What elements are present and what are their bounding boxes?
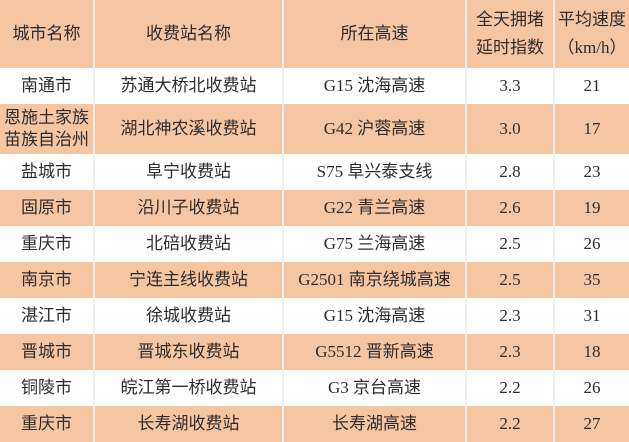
cell-city: 南通市 [0,68,95,104]
cell-station: 长寿湖收费站 [95,406,284,442]
cell-congestion-index: 2.5 [467,226,555,262]
cell-highway: G2501 南京绕城高速 [284,262,467,298]
table-row: 重庆市 长寿湖收费站 长寿湖高速 2.2 27 [0,406,629,442]
table-row: 盐城市 阜宁收费站 S75 阜兴泰支线 2.8 23 [0,154,629,190]
cell-city: 晋城市 [0,334,95,370]
cell-avg-speed: 26 [583,377,601,397]
cell-avg-speed: 17 [583,118,601,138]
cell-highway: G15 沈海高速 [284,68,467,104]
cell-highway: S75 阜兴泰支线 [284,154,467,190]
cell-city: 铜陵市 [0,370,95,406]
cell-avg-speed: 27 [583,413,601,433]
cell-congestion-index: 2.2 [467,370,555,406]
cell-city: 恩施土家族苗族自治州 [0,104,95,154]
cell-station: 北碚收费站 [95,226,284,262]
table-row: 南京市 宁连主线收费站 G2501 南京绕城高速 2.5 35 [0,262,629,298]
cell-station: 沿川子收费站 [95,190,284,226]
header-city: 城市名称 [0,0,95,68]
header-avg-speed-line2: （km/h） [557,38,627,57]
cell-avg-speed: 23 [583,161,601,181]
header-avg-speed-line1: 平均速度 [558,10,626,29]
table-row: 恩施土家族苗族自治州 湖北神农溪收费站 G42 沪蓉高速 3.0 17 [0,104,629,154]
header-congestion-index: 全天拥堵 延时指数 [467,0,555,68]
table-row: 晋城市 晋城东收费站 G5512 晋新高速 2.3 18 [0,334,629,370]
cell-congestion-index: 2.8 [467,154,555,190]
header-highway: 所在高速 [284,0,467,68]
cell-congestion-index: 2.2 [467,406,555,442]
cell-highway: G5512 晋新高速 [284,334,467,370]
cell-avg-speed: 18 [583,341,601,361]
cell-highway: G22 青兰高速 [284,190,467,226]
cell-station: 阜宁收费站 [95,154,284,190]
table-row: 湛江市 徐城收费站 G15 沈海高速 2.3 31 [0,298,629,334]
cell-station: 苏通大桥北收费站 [95,68,284,104]
cell-congestion-index: 2.6 [467,190,555,226]
cell-city: 南京市 [0,262,95,298]
cell-city: 重庆市 [0,226,95,262]
cell-station: 徐城收费站 [95,298,284,334]
table-row: 南通市 苏通大桥北收费站 G15 沈海高速 3.3 21 [0,68,629,104]
cell-city: 盐城市 [0,154,95,190]
cell-station: 宁连主线收费站 [95,262,284,298]
cell-avg-speed: 26 [583,233,601,253]
cell-highway: G42 沪蓉高速 [284,104,467,154]
header-station: 收费站名称 [95,0,284,68]
cell-congestion-index: 3.0 [467,104,555,154]
cell-station: 湖北神农溪收费站 [95,104,284,154]
cell-avg-speed: 35 [583,269,601,289]
cell-congestion-index: 3.3 [467,68,555,104]
cell-highway: G15 沈海高速 [284,298,467,334]
cell-congestion-index: 2.3 [467,298,555,334]
cell-avg-speed: 31 [583,305,601,325]
table-row: 铜陵市 皖江第一桥收费站 G3 京台高速 2.2 26 [0,370,629,406]
cell-city: 湛江市 [0,298,95,334]
cell-highway: G75 兰海高速 [284,226,467,262]
table-row: 固原市 沿川子收费站 G22 青兰高速 2.6 19 [0,190,629,226]
cell-congestion-index: 2.5 [467,262,555,298]
table-row: 重庆市 北碚收费站 G75 兰海高速 2.5 26 [0,226,629,262]
header-avg-speed: 平均速度 （km/h） [555,0,629,68]
cell-station: 皖江第一桥收费站 [95,370,284,406]
table-header-row: 城市名称 收费站名称 所在高速 全天拥堵 延时指数 平均速度 （km/h） [0,0,629,68]
cell-avg-speed: 21 [583,75,601,95]
cell-highway: 长寿湖高速 [284,406,467,442]
header-congestion-index-line2: 延时指数 [476,38,544,57]
cell-station: 晋城东收费站 [95,334,284,370]
cell-city: 重庆市 [0,406,95,442]
header-congestion-index-line1: 全天拥堵 [476,10,544,29]
cell-city: 固原市 [0,190,95,226]
cell-avg-speed: 19 [583,197,601,217]
cell-highway: G3 京台高速 [284,370,467,406]
cell-congestion-index: 2.3 [467,334,555,370]
